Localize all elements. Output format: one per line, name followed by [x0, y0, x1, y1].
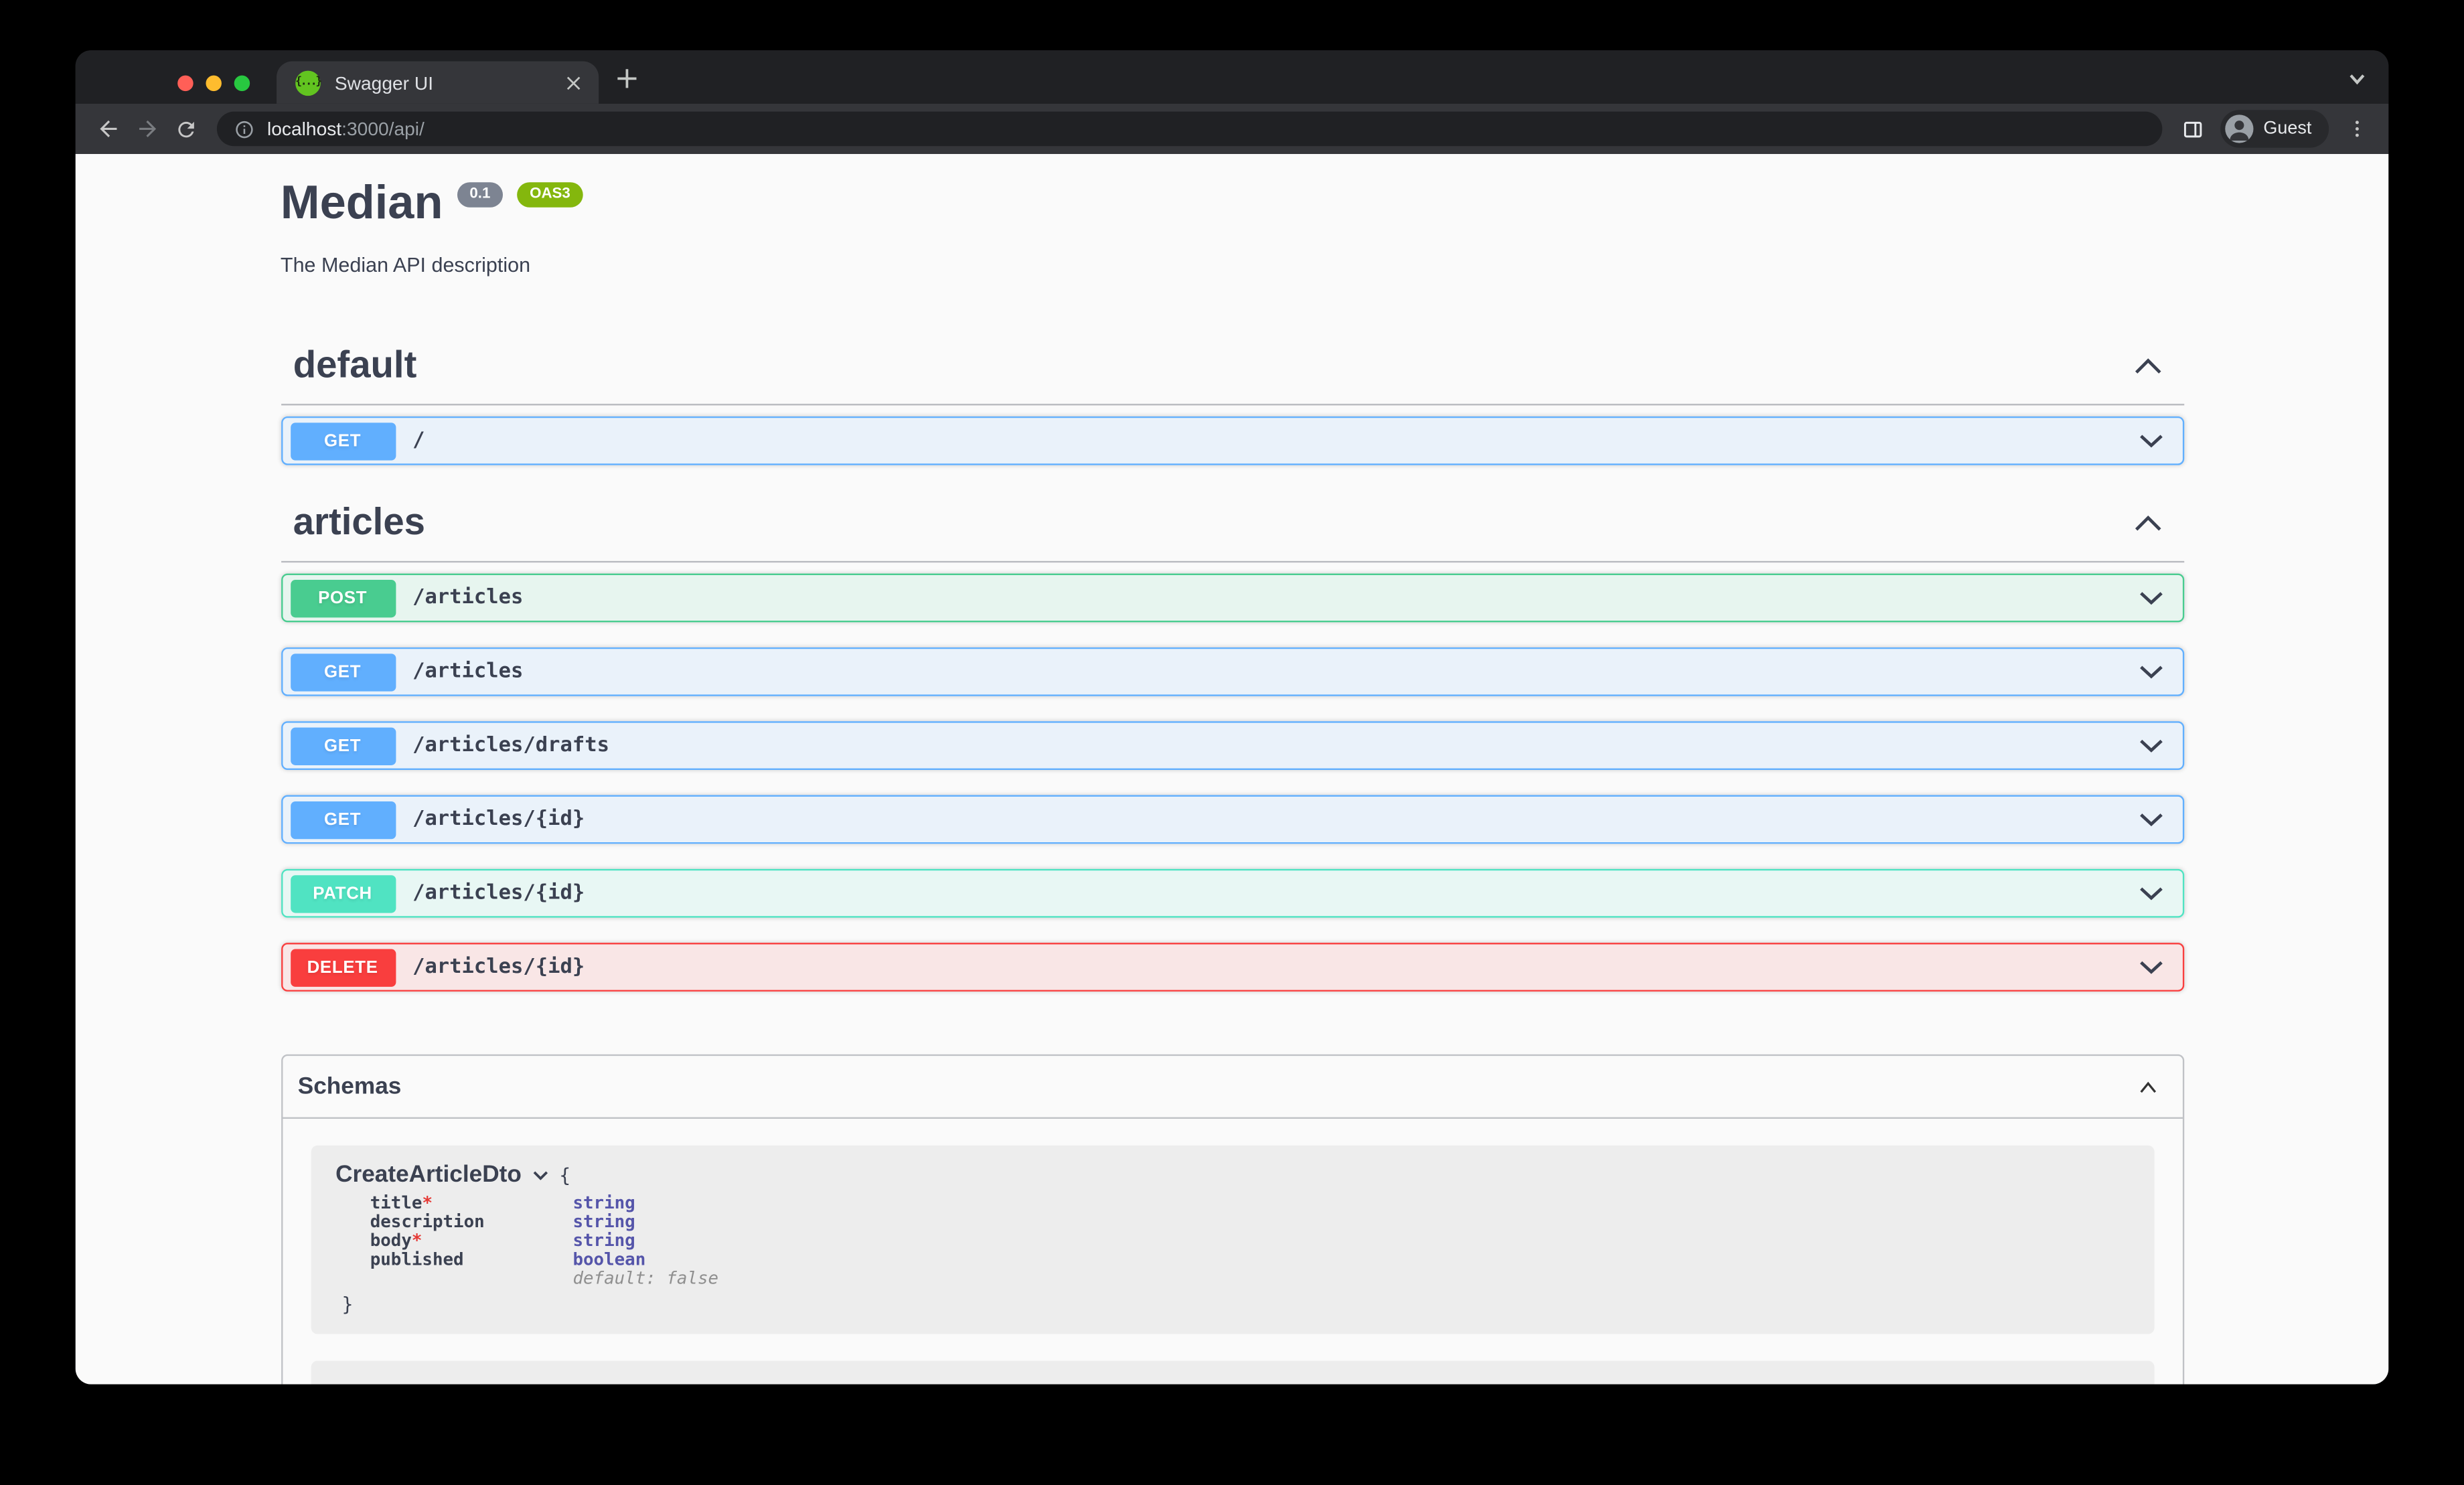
swagger-page: Median 0.1 OAS3 The Median API descripti… [75, 154, 2389, 1385]
method-badge: DELETE [290, 948, 396, 986]
operation-path: /articles [412, 659, 524, 684]
tab-swagger-ui[interactable]: {...} Swagger UI [277, 61, 599, 104]
operation-path: /articles/{id} [412, 881, 585, 905]
schema-next-partial[interactable] [310, 1360, 2154, 1385]
operation-row-delete-articles-id[interactable]: DELETE /articles/{id} [280, 943, 2184, 992]
required-star: * [411, 1230, 422, 1251]
api-title: Median [280, 177, 443, 230]
property-name: title* [370, 1192, 433, 1213]
method-badge: GET [290, 800, 396, 839]
property-name: body* [370, 1230, 422, 1251]
section-articles: articles POST /articles GET /articles [280, 501, 2184, 992]
tab-title: Swagger UI [334, 71, 434, 94]
site-info-icon[interactable] [234, 119, 255, 139]
api-info: Median 0.1 OAS3 [281, 176, 2183, 232]
reload-icon[interactable] [167, 109, 206, 149]
operation-path: /articles [412, 586, 524, 610]
property-type: string [572, 1230, 635, 1251]
expand-operation-icon[interactable] [2138, 812, 2163, 827]
fullscreen-window-button[interactable] [234, 75, 250, 92]
swagger-favicon-icon: {...} [295, 70, 322, 95]
operation-row-get-articles-drafts[interactable]: GET /articles/drafts [280, 721, 2184, 770]
method-badge: GET [290, 422, 396, 460]
swagger-content: Median 0.1 OAS3 The Median API descripti… [280, 154, 2184, 1385]
method-badge: GET [290, 653, 396, 691]
expand-operation-icon[interactable] [2138, 738, 2163, 753]
close-window-button[interactable] [177, 75, 194, 92]
required-star: * [422, 1192, 433, 1213]
property-name: description [370, 1211, 485, 1232]
window-controls [177, 75, 250, 92]
model-toggle-icon[interactable] [532, 1170, 548, 1180]
favicon-braces-glyph: {...} [295, 75, 322, 88]
operation-row-get-articles[interactable]: GET /articles [280, 647, 2184, 696]
collapse-schemas-icon[interactable] [2138, 1081, 2157, 1093]
oas3-badge: OAS3 [517, 182, 583, 208]
expand-operation-icon[interactable] [2138, 886, 2163, 901]
expand-operation-icon[interactable] [2138, 960, 2163, 974]
schema-create-article-dto[interactable]: CreateArticleDto { title* string descrip… [310, 1145, 2154, 1334]
operation-row-post-articles[interactable]: POST /articles [280, 573, 2184, 623]
close-brace: } [341, 1293, 354, 1316]
method-badge: GET [290, 726, 396, 765]
browser-toolbar: localhost:3000/api/ Guest [75, 103, 2389, 154]
property-name: published [370, 1249, 464, 1270]
url-host: localhost [266, 118, 342, 140]
property-type: boolean [572, 1249, 646, 1270]
operation-row-get-root[interactable]: GET / [280, 416, 2184, 465]
api-description: The Median API description [280, 252, 531, 277]
collapse-section-icon[interactable] [2133, 515, 2161, 531]
guest-avatar-icon [2225, 114, 2254, 143]
property-default-note: default: false [572, 1267, 719, 1289]
url-path: :3000/api/ [341, 118, 425, 140]
api-version-badge: 0.1 [457, 182, 504, 208]
schemas-header[interactable]: Schemas [282, 1056, 2182, 1119]
side-panel-icon[interactable] [2174, 109, 2214, 149]
operation-path: / [412, 428, 425, 453]
property-type: string [572, 1211, 635, 1232]
model-name: CreateArticleDto [335, 1161, 522, 1188]
section-title: articles [293, 501, 425, 544]
back-icon[interactable] [88, 109, 127, 149]
schemas-title: Schemas [297, 1073, 402, 1100]
section-articles-header[interactable]: articles [280, 501, 2184, 563]
operation-path: /articles/{id} [412, 807, 585, 832]
tab-search-chevron-icon[interactable] [2343, 64, 2371, 92]
expand-operation-icon[interactable] [2138, 665, 2163, 679]
minimize-window-button[interactable] [206, 75, 222, 92]
method-badge: PATCH [290, 874, 396, 913]
property-type: string [572, 1192, 635, 1213]
menu-kebab-icon[interactable] [2337, 109, 2376, 149]
empty-cell [370, 1269, 573, 1288]
schemas-section: Schemas CreateArticleDto { title* [280, 1054, 2184, 1385]
operation-row-patch-articles-id[interactable]: PATCH /articles/{id} [280, 868, 2184, 918]
model-properties: title* string description string body* s… [370, 1194, 2129, 1289]
method-badge: POST [290, 578, 396, 617]
operation-path: /articles/{id} [412, 955, 585, 980]
expand-operation-icon[interactable] [2138, 591, 2163, 605]
operation-row-get-articles-id[interactable]: GET /articles/{id} [280, 795, 2184, 844]
new-tab-button[interactable] [613, 64, 641, 92]
operation-path: /articles/drafts [412, 734, 609, 758]
open-brace: { [559, 1163, 571, 1186]
tab-strip: {...} Swagger UI [75, 50, 2389, 104]
profile-button[interactable]: Guest [2220, 110, 2329, 148]
section-default-header[interactable]: default [280, 343, 2184, 406]
url-bar[interactable]: localhost:3000/api/ [216, 111, 2163, 147]
tab-close-icon[interactable] [561, 70, 587, 95]
section-title: default [293, 343, 417, 387]
expand-operation-icon[interactable] [2138, 434, 2163, 448]
browser-window: {...} Swagger UI [75, 50, 2389, 1385]
schemas-body: CreateArticleDto { title* string descrip… [282, 1119, 2181, 1385]
forward-icon[interactable] [127, 109, 167, 149]
profile-label: Guest [2263, 119, 2312, 139]
collapse-section-icon[interactable] [2133, 358, 2161, 374]
url-text: localhost:3000/api/ [267, 118, 425, 140]
model-title-row[interactable]: CreateArticleDto { [335, 1161, 2129, 1188]
section-default: default GET / [280, 343, 2184, 465]
